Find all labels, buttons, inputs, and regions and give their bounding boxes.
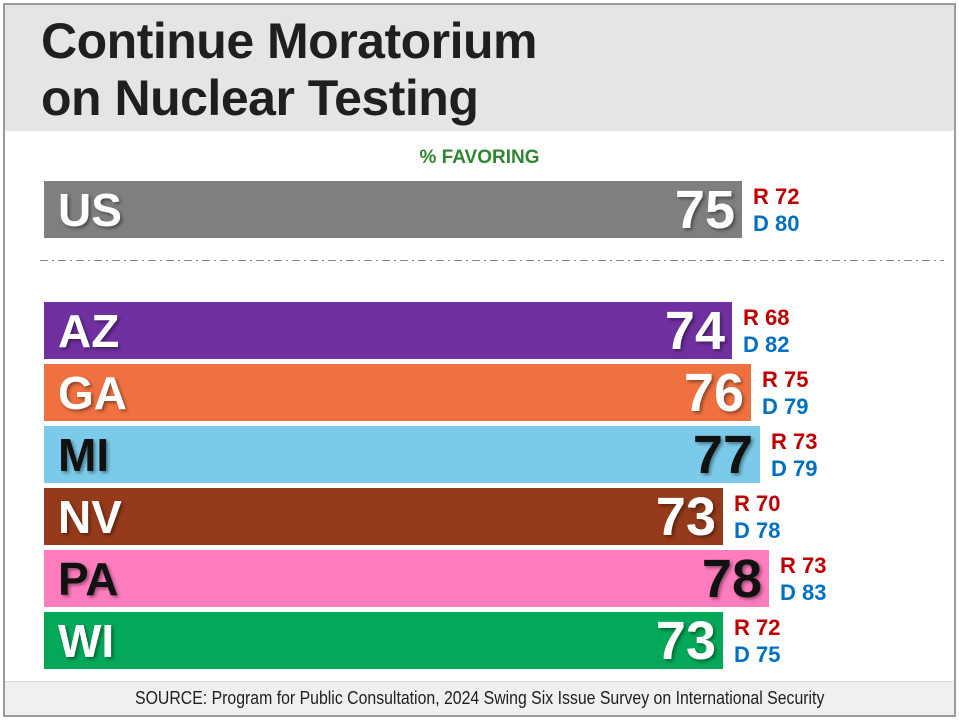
party-breakdown: R 68 D 82 bbox=[743, 304, 789, 358]
democrat-value: D 83 bbox=[780, 579, 827, 605]
bar-row-nv: NV 73 R 70 D 78 bbox=[44, 488, 954, 545]
states-bar-container: AZ 74 R 68 D 82 GA 76 R 75 D 79 MI 77 R … bbox=[44, 302, 954, 669]
bar-value-label: 76 bbox=[683, 362, 744, 423]
bar-value-label: 73 bbox=[655, 610, 716, 671]
bar-nv[interactable]: NV 73 bbox=[44, 488, 723, 545]
republican-value: R 72 bbox=[753, 183, 800, 209]
democrat-value: D 75 bbox=[734, 641, 781, 667]
bar-value-label: 74 bbox=[664, 300, 725, 361]
republican-value: R 70 bbox=[734, 490, 781, 516]
bar-row-mi: MI 77 R 73 D 79 bbox=[44, 426, 954, 483]
bar-row-az: AZ 74 R 68 D 82 bbox=[44, 302, 954, 359]
republican-value: R 72 bbox=[734, 614, 781, 640]
bar-az[interactable]: AZ 74 bbox=[44, 302, 732, 359]
bar-row-us: US 75 R 72 D 80 bbox=[44, 181, 954, 238]
page-title: Continue Moratorium on Nuclear Testing bbox=[41, 13, 954, 127]
state-label: US bbox=[58, 183, 122, 236]
republican-value: R 75 bbox=[762, 366, 809, 392]
party-breakdown: R 75 D 79 bbox=[762, 366, 808, 420]
bar-value-label: 78 bbox=[701, 548, 762, 609]
bar-mi[interactable]: MI 77 bbox=[44, 426, 760, 483]
chart-subtitle: % FAVORING bbox=[419, 147, 540, 168]
party-breakdown: R 70 D 78 bbox=[734, 490, 780, 544]
national-state-divider bbox=[40, 260, 944, 262]
bar-row-wi: WI 73 R 72 D 75 bbox=[44, 612, 954, 669]
chart-area: % FAVORING US 75 R 72 D 80 AZ 74 R 68 D … bbox=[5, 131, 954, 681]
bar-row-pa: PA 78 R 73 D 83 bbox=[44, 550, 954, 607]
bar-pa[interactable]: PA 78 bbox=[44, 550, 769, 607]
title-bar: Continue Moratorium on Nuclear Testing bbox=[5, 5, 954, 131]
national-bar-container: US 75 R 72 D 80 bbox=[44, 181, 954, 238]
republican-value: R 68 bbox=[743, 304, 790, 330]
source-text: SOURCE: Program for Public Consultation,… bbox=[134, 688, 825, 708]
state-label: GA bbox=[58, 366, 127, 419]
bar-value-label: 77 bbox=[692, 424, 753, 485]
party-breakdown: R 73 D 83 bbox=[780, 552, 826, 606]
state-label: MI bbox=[58, 428, 110, 481]
democrat-value: D 78 bbox=[734, 517, 781, 543]
state-label: PA bbox=[58, 552, 119, 605]
title-line-2: on Nuclear Testing bbox=[41, 70, 479, 126]
democrat-value: D 79 bbox=[771, 455, 818, 481]
republican-value: R 73 bbox=[771, 428, 818, 454]
state-label: AZ bbox=[58, 304, 120, 357]
party-breakdown: R 72 D 75 bbox=[734, 614, 780, 668]
bar-wi[interactable]: WI 73 bbox=[44, 612, 723, 669]
party-breakdown: R 72 D 80 bbox=[753, 183, 799, 237]
state-label: NV bbox=[58, 490, 122, 543]
republican-value: R 73 bbox=[780, 552, 827, 578]
bar-value-label: 75 bbox=[674, 179, 735, 240]
slide-frame: Continue Moratorium on Nuclear Testing %… bbox=[3, 3, 956, 717]
party-breakdown: R 73 D 79 bbox=[771, 428, 817, 482]
democrat-value: D 79 bbox=[762, 393, 809, 419]
bar-row-ga: GA 76 R 75 D 79 bbox=[44, 364, 954, 421]
bar-value-label: 73 bbox=[655, 486, 716, 547]
democrat-value: D 82 bbox=[743, 331, 790, 357]
bar-us[interactable]: US 75 bbox=[44, 181, 742, 238]
democrat-value: D 80 bbox=[753, 210, 800, 236]
title-line-1: Continue Moratorium bbox=[41, 13, 538, 69]
source-bar: SOURCE: Program for Public Consultation,… bbox=[5, 681, 954, 715]
bar-ga[interactable]: GA 76 bbox=[44, 364, 751, 421]
state-label: WI bbox=[58, 614, 115, 667]
